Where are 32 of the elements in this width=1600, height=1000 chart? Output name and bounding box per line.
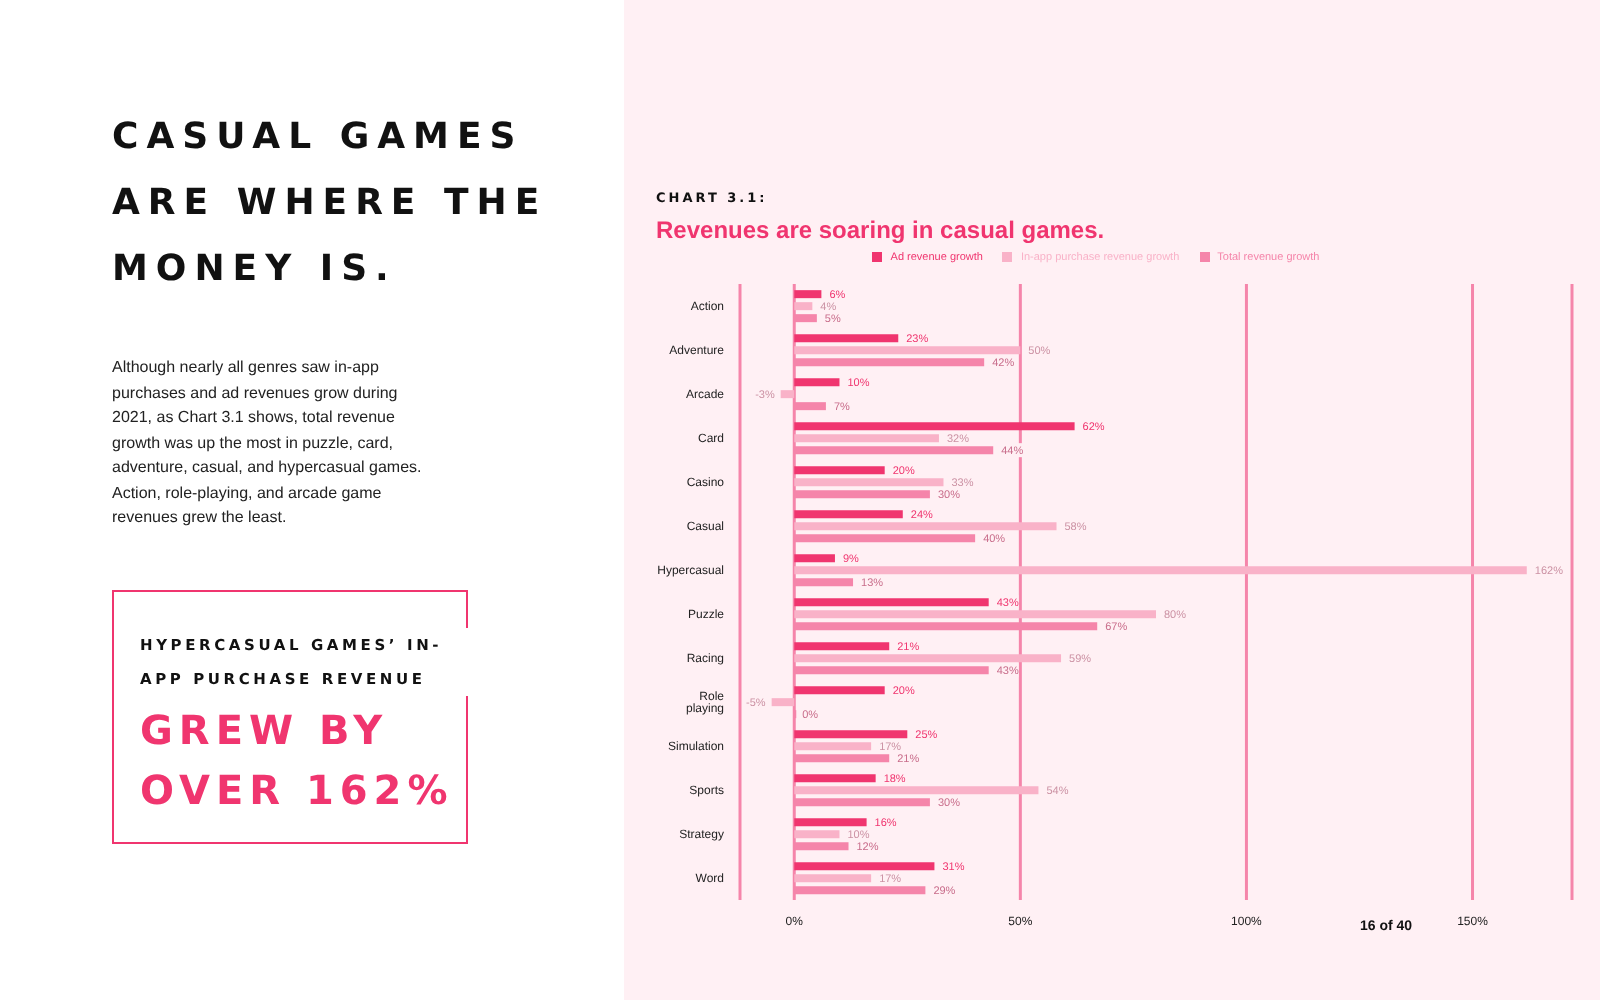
- bar: [794, 786, 1039, 795]
- bar: [794, 510, 903, 519]
- bar: [794, 874, 872, 883]
- bar: [794, 422, 1075, 431]
- bar: [794, 654, 1062, 663]
- text: CASUAL GAMES ARE WHERE THE MONEY IS.: [112, 114, 550, 294]
- bar: [794, 862, 935, 871]
- bar: [794, 610, 1156, 619]
- bar: [794, 566, 1527, 575]
- bar: [794, 774, 876, 783]
- bar: [794, 818, 867, 827]
- bar: [794, 830, 840, 839]
- bar: [794, 302, 813, 311]
- bar: [794, 730, 908, 739]
- bar: [794, 334, 899, 343]
- text: GREW BY OVER 162%: [140, 704, 456, 818]
- bar: [794, 290, 822, 299]
- bar: [794, 642, 890, 651]
- bar: [780, 390, 795, 399]
- bar: [794, 686, 885, 695]
- bar: [794, 522, 1057, 531]
- bar: [794, 378, 840, 387]
- bar: [771, 698, 795, 707]
- bar: [794, 598, 989, 607]
- bar: [794, 742, 872, 751]
- bar: [794, 346, 1021, 355]
- bar: [794, 478, 944, 487]
- bar: [794, 554, 835, 563]
- chart-title: Revenues are soaring in casual games.: [656, 216, 1105, 244]
- bar: [794, 434, 939, 443]
- bar: [794, 466, 885, 475]
- text: Although nearly all genres saw in-app purchases and ad revenues grow during 2021, as Chart 3.1 shows, total revenue growth was up the most in puzzle, card, adventure, casual, and hypercasual games. Action, role-playing, and arcade game revenues grew the least.: [112, 356, 424, 530]
